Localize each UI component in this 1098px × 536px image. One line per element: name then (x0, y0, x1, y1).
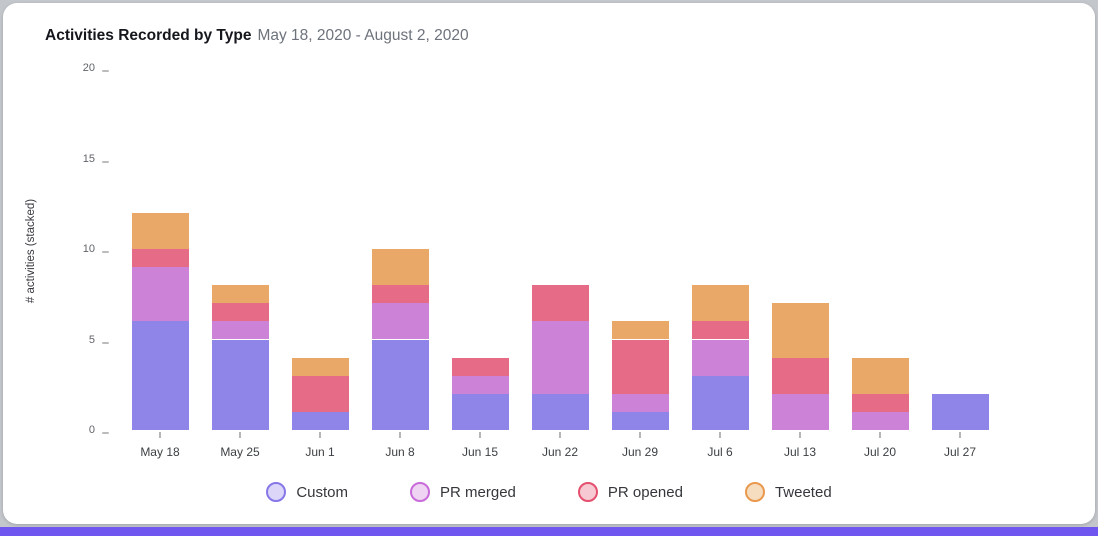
bar-segment-tweeted[interactable] (131, 212, 189, 249)
bar-segment-pr-opened[interactable] (771, 357, 829, 394)
x-tick-label: Jun 8 (385, 445, 415, 459)
bar-segment-custom[interactable] (371, 339, 429, 430)
bar-segment-tweeted[interactable] (771, 303, 829, 358)
x-tick-mark (799, 432, 801, 438)
x-tick-mark (319, 432, 321, 438)
chart-date-range: May 18, 2020 - August 2, 2020 (257, 27, 469, 44)
x-tick-mark (639, 432, 641, 438)
bar-segment-pr-merged[interactable] (771, 393, 829, 430)
x-tick-mark (159, 432, 161, 438)
bar-segment-tweeted[interactable] (211, 285, 269, 304)
bar-segment-tweeted[interactable] (291, 357, 349, 376)
legend-item-custom[interactable]: Custom (266, 482, 348, 502)
chart-legend: Custom PR merged PR opened Tweeted (3, 482, 1095, 502)
legend-label: Tweeted (774, 483, 832, 501)
bar-segment-tweeted[interactable] (691, 285, 749, 322)
bar-segment-tweeted[interactable] (611, 321, 669, 340)
y-tick-label: 0 (88, 424, 95, 436)
bottom-accent-bar (0, 527, 1098, 536)
bar-segment-custom[interactable] (531, 393, 589, 430)
legend-item-pr-merged[interactable]: PR merged (410, 482, 516, 502)
bar-segment-tweeted[interactable] (371, 249, 429, 286)
bar-segment-pr-merged[interactable] (131, 267, 189, 322)
x-tick-label: Jun 1 (305, 445, 335, 459)
x-tick-label: May 18 (140, 445, 180, 459)
bar-segment-pr-opened[interactable] (531, 285, 589, 322)
bar-segment-pr-opened[interactable] (691, 321, 749, 340)
bar-segment-pr-opened[interactable] (291, 375, 349, 412)
legend-item-pr-opened[interactable]: PR opened (577, 482, 683, 502)
x-tick-label: Jul 13 (783, 445, 817, 459)
y-tick-label: 20 (82, 62, 95, 74)
chart-title: Activities Recorded by Type (45, 27, 252, 44)
bar-segment-pr-merged[interactable] (451, 375, 509, 394)
x-tick-label: Jun 22 (541, 445, 579, 459)
legend-swatch-icon (577, 482, 598, 502)
x-tick-label: Jul 27 (943, 445, 977, 459)
bar-segment-pr-merged[interactable] (691, 339, 749, 376)
bar-segment-pr-merged[interactable] (531, 321, 589, 394)
chart-card: Activities Recorded by Type May 18, 2020 … (3, 3, 1095, 524)
x-tick-mark (719, 432, 721, 438)
bar-segment-pr-opened[interactable] (371, 285, 429, 304)
y-tick-mark (102, 70, 109, 72)
y-tick-mark (102, 160, 109, 163)
x-tick-mark (959, 432, 961, 438)
legend-swatch-icon (410, 482, 431, 502)
x-tick-label: May 25 (220, 445, 260, 459)
y-tick-label: 5 (88, 333, 95, 346)
chart-header: Activities Recorded by Type May 18, 2020 … (45, 27, 469, 45)
y-tick-mark (102, 341, 109, 344)
x-tick-mark (399, 432, 401, 438)
legend-swatch-icon (744, 482, 765, 502)
bar-segment-pr-merged[interactable] (211, 321, 269, 340)
y-tick-label: 15 (82, 152, 95, 165)
bar-segment-pr-opened[interactable] (611, 339, 669, 394)
legend-label: PR opened (607, 483, 683, 501)
legend-swatch-icon (266, 482, 287, 502)
bar-segment-pr-opened[interactable] (211, 303, 269, 322)
bar-segment-custom[interactable] (931, 393, 989, 430)
bar-segment-pr-opened[interactable] (851, 393, 909, 412)
plot-area: 0 5 10 15 20 May 18 May 25 Jun 1 Jun 8 Jun 15 Jun … (3, 3, 1095, 524)
x-tick-label: Jun 15 (461, 445, 499, 459)
bar-segment-pr-opened[interactable] (451, 357, 509, 376)
bar-segment-custom[interactable] (691, 375, 749, 430)
x-tick-label: Jun 29 (621, 445, 659, 459)
y-tick-mark (102, 432, 109, 434)
x-tick-mark (479, 432, 481, 438)
bar-segment-pr-merged[interactable] (611, 393, 669, 412)
bar-segment-custom[interactable] (131, 321, 189, 430)
x-tick-mark (559, 432, 561, 438)
bar-segment-custom[interactable] (211, 339, 269, 430)
x-tick-mark (879, 432, 881, 438)
bar-segment-custom[interactable] (291, 411, 349, 430)
bar-segment-pr-opened[interactable] (131, 249, 189, 268)
x-tick-mark (239, 432, 241, 438)
bar-segment-pr-merged[interactable] (851, 411, 909, 430)
legend-label: PR merged (440, 483, 516, 501)
bar-segment-tweeted[interactable] (851, 357, 909, 394)
legend-item-tweeted[interactable]: Tweeted (744, 482, 832, 502)
x-tick-label: Jul 6 (707, 445, 733, 459)
y-tick-label: 10 (82, 243, 95, 255)
legend-label: Custom (296, 483, 349, 501)
x-tick-label: Jul 20 (863, 445, 897, 459)
y-tick-mark (102, 251, 109, 253)
bar-segment-pr-merged[interactable] (371, 303, 429, 340)
bar-segment-custom[interactable] (451, 393, 509, 430)
bar-segment-custom[interactable] (611, 411, 669, 430)
